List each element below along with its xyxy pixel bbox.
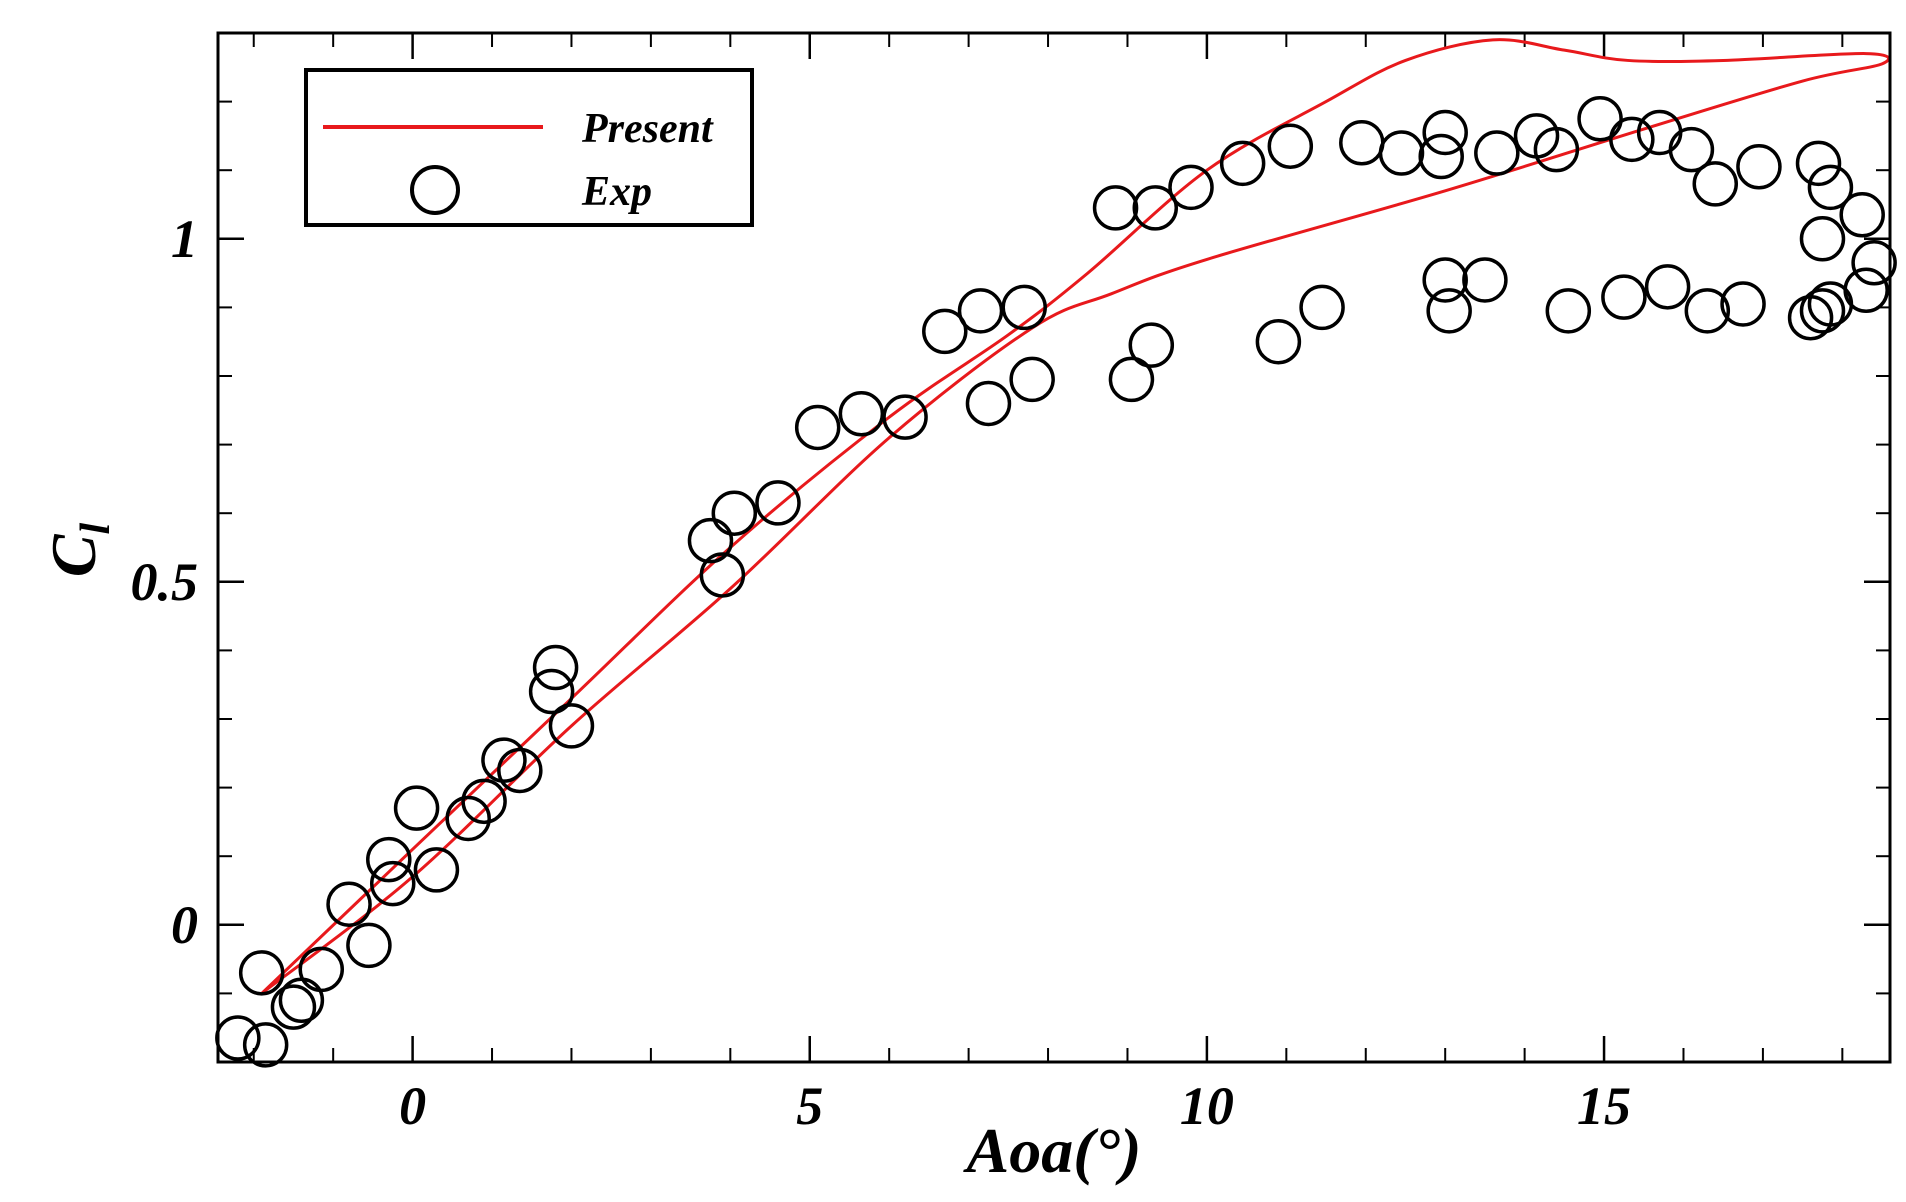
exp-marker: [687, 517, 734, 564]
exp-marker: [1255, 318, 1302, 365]
svg-text:Cl: Cl: [38, 522, 119, 577]
y-tick-label: 0: [171, 895, 198, 955]
exp-marker: [528, 668, 575, 715]
exp-marker: [1299, 284, 1345, 331]
exp-marker: [1474, 130, 1520, 176]
exp-marker: [1009, 356, 1055, 403]
exp-marker: [922, 308, 968, 355]
exp-marker: [445, 795, 491, 842]
x-tick-label: 5: [796, 1076, 823, 1136]
exp-marker: [965, 380, 1012, 427]
exp-marker: [1668, 126, 1715, 173]
exp-marker: [1378, 130, 1425, 176]
present-line: [260, 38, 1891, 995]
exp-marker: [1339, 120, 1385, 166]
legend-exp-swatch: [410, 165, 460, 215]
legend-box: [304, 68, 754, 227]
exp-marker: [1462, 257, 1508, 303]
exp-marker: [1267, 123, 1314, 169]
y-tick-labels: 00.51: [131, 209, 199, 955]
exp-marker: [1609, 116, 1655, 163]
exp-marker: [481, 737, 527, 783]
x-axis-label: Aoa(°): [963, 1115, 1142, 1186]
exp-marker: [1636, 109, 1683, 156]
exp-marker: [1418, 133, 1464, 180]
exp-marker: [1422, 257, 1468, 303]
y-axis-label-sub: l: [73, 522, 119, 534]
x-minor-ticks: [252, 33, 1844, 1062]
exp-marker: [242, 1022, 289, 1068]
x-major-ticks: [411, 33, 1606, 1062]
exp-marker: [1799, 216, 1846, 262]
exp-marker: [1545, 288, 1592, 334]
exp-marker: [1720, 281, 1766, 327]
exp-marker: [366, 836, 412, 883]
exp-marker: [1219, 140, 1266, 187]
exp-marker: [215, 1015, 261, 1061]
exp-marker: [238, 950, 285, 996]
exp-marker: [755, 480, 801, 526]
exp-marker: [532, 644, 579, 691]
exp-marker: [369, 860, 416, 907]
legend-present-label: Present: [581, 106, 714, 152]
x-tick-label: 10: [1180, 1076, 1234, 1136]
exp-marker: [1128, 322, 1175, 368]
exp-marker: [270, 984, 317, 1030]
exp-marker: [1533, 126, 1580, 173]
exp-marker: [1601, 274, 1647, 320]
exp-marker: [1426, 288, 1472, 334]
exp-marker: [1851, 240, 1897, 286]
exp-marker: [699, 552, 746, 598]
exp-marker: [298, 946, 345, 993]
exp-marker: [1839, 192, 1885, 238]
y-minor-ticks: [218, 32, 1890, 1063]
exp-marker: [1692, 161, 1739, 207]
exp-markers: [215, 96, 1897, 1068]
x-tick-label: 15: [1577, 1076, 1631, 1136]
y-major-ticks: [218, 237, 1890, 927]
exp-marker: [711, 490, 758, 536]
y-tick-label: 0.5: [131, 552, 199, 612]
x-tick-labels: 0 5 10 15: [399, 1076, 1631, 1136]
exp-marker: [548, 703, 595, 749]
plot-frame: [216, 31, 1892, 1064]
exp-marker: [794, 404, 841, 451]
exp-marker: [278, 977, 325, 1024]
exp-marker: [497, 747, 543, 794]
legend-exp-label: Exp: [581, 169, 652, 215]
exp-marker: [1644, 264, 1691, 310]
exp-marker: [1795, 140, 1842, 187]
exp-marker: [1684, 288, 1731, 334]
plot-content: [215, 38, 1897, 1068]
exp-marker: [1799, 288, 1846, 334]
exp-marker: [1843, 267, 1889, 313]
exp-marker: [1577, 96, 1623, 142]
exp-marker: [882, 394, 928, 440]
exp-marker: [1422, 109, 1468, 156]
exp-marker: [1001, 284, 1047, 331]
y-axis-label-main: C: [38, 533, 109, 577]
exp-marker: [461, 778, 507, 825]
legend: Present Exp: [304, 68, 754, 227]
exp-marker: [393, 785, 440, 831]
exp-marker: [1108, 356, 1155, 403]
exp-marker: [838, 390, 885, 437]
y-tick-label: 1: [171, 209, 198, 269]
y-axis-label: Cl: [38, 522, 119, 577]
exp-marker: [413, 847, 460, 893]
exp-marker: [346, 922, 392, 969]
exp-marker: [1092, 185, 1139, 231]
exp-marker: [1807, 164, 1854, 211]
exp-marker: [326, 881, 372, 927]
exp-marker: [1132, 185, 1179, 231]
x-tick-label: 0: [399, 1076, 426, 1136]
exp-marker: [1736, 144, 1782, 190]
exp-marker: [957, 288, 1004, 334]
exp-marker: [1168, 164, 1214, 211]
